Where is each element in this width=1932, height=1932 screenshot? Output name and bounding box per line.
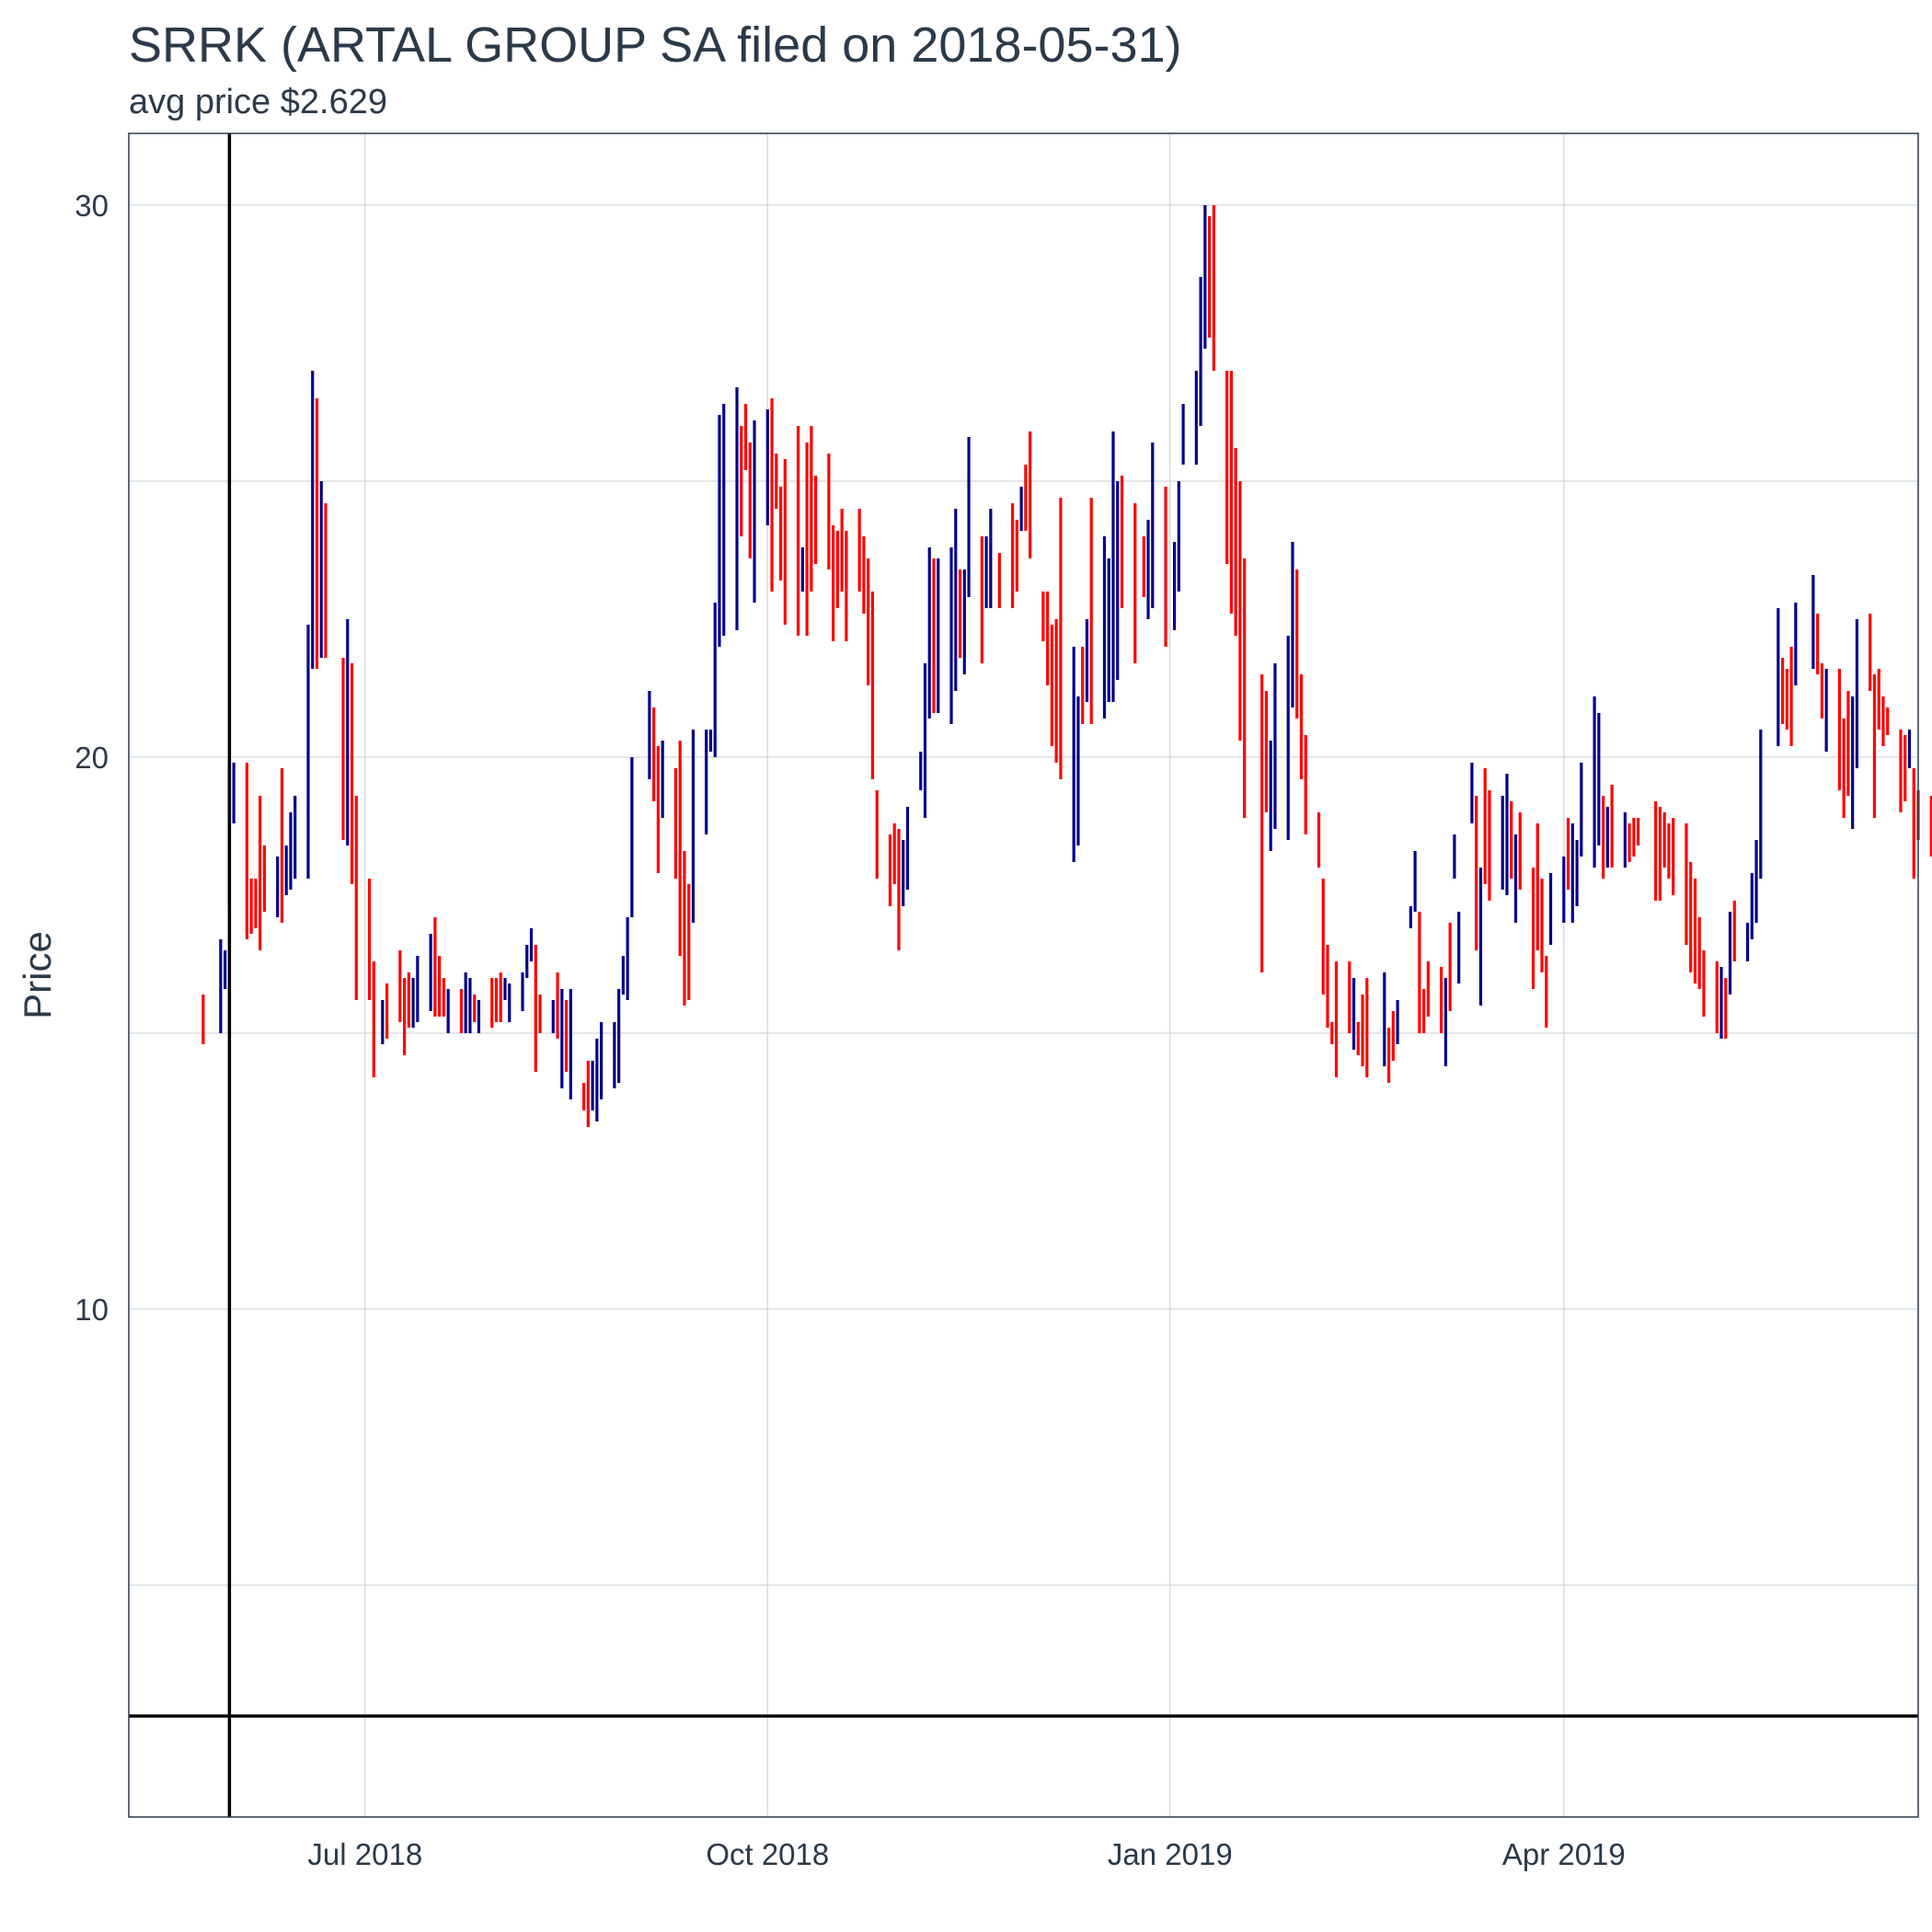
plot-frame bbox=[128, 132, 1919, 1818]
chart-title: SRRK (ARTAL GROUP SA filed on 2018-05-31… bbox=[129, 17, 1182, 73]
y-axis-label: Price bbox=[16, 931, 59, 1019]
x-axis-ticks: Jul 2018 Oct 2018 Jan 2019 Apr 2019 bbox=[307, 1837, 1625, 1871]
x-tick-label: Apr 2019 bbox=[1502, 1837, 1626, 1871]
x-tick-label: Jul 2018 bbox=[307, 1837, 422, 1871]
y-tick-label: 20 bbox=[75, 741, 109, 775]
x-tick-label: Jan 2019 bbox=[1108, 1837, 1233, 1871]
plot-background bbox=[129, 133, 1918, 1817]
ohlc-bars bbox=[201, 205, 1932, 1127]
x-tick-label: Oct 2018 bbox=[706, 1837, 829, 1871]
reference-lines bbox=[129, 133, 1918, 1817]
y-tick-label: 10 bbox=[75, 1293, 109, 1327]
y-tick-label: 30 bbox=[75, 189, 109, 223]
y-axis-ticks: 10 20 30 bbox=[75, 189, 109, 1327]
chart-subtitle: avg price $2.629 bbox=[129, 83, 387, 121]
